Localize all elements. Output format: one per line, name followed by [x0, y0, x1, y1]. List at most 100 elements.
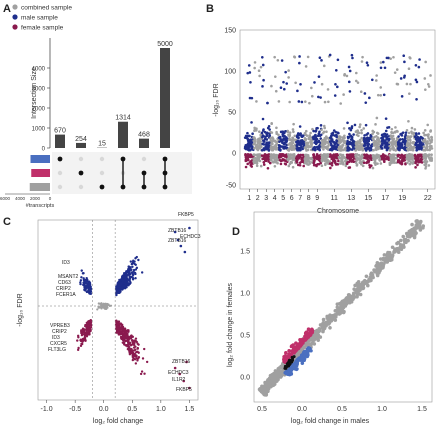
point	[366, 136, 369, 140]
points	[243, 53, 434, 170]
point	[306, 148, 310, 152]
point	[356, 140, 359, 143]
point	[296, 157, 299, 161]
point	[408, 138, 412, 141]
point	[275, 142, 278, 145]
point	[130, 262, 134, 266]
point	[351, 56, 354, 60]
point	[188, 226, 191, 230]
point	[427, 137, 431, 140]
point	[352, 160, 355, 164]
point	[371, 166, 375, 170]
point	[244, 165, 248, 169]
point	[419, 219, 423, 224]
point	[377, 145, 381, 149]
point	[359, 143, 363, 147]
point	[252, 136, 255, 139]
point	[117, 281, 121, 284]
point	[388, 137, 391, 141]
point	[79, 279, 83, 282]
points	[76, 226, 191, 390]
point	[284, 371, 289, 376]
point	[285, 143, 289, 147]
point	[134, 268, 138, 271]
point	[274, 371, 279, 376]
point	[315, 153, 319, 156]
point	[265, 132, 268, 136]
point	[349, 153, 353, 157]
point	[425, 146, 429, 150]
point	[348, 166, 352, 169]
point	[397, 160, 400, 164]
point	[274, 89, 278, 93]
point	[313, 134, 317, 138]
point	[330, 132, 334, 136]
point	[287, 348, 291, 353]
point	[288, 100, 291, 104]
point	[297, 133, 301, 137]
point	[393, 156, 396, 160]
point	[132, 341, 136, 345]
point	[412, 132, 415, 135]
point	[310, 144, 313, 148]
point	[285, 82, 289, 85]
point	[317, 162, 321, 166]
point	[359, 159, 362, 162]
point	[308, 134, 311, 137]
point	[299, 140, 303, 144]
point	[355, 163, 359, 166]
point	[326, 88, 330, 91]
point	[315, 164, 318, 168]
point	[424, 157, 428, 161]
point	[266, 166, 270, 170]
point	[323, 138, 327, 142]
point	[291, 165, 295, 169]
point	[304, 65, 308, 68]
point	[366, 145, 370, 148]
point	[286, 129, 290, 133]
point	[320, 146, 324, 149]
point	[375, 273, 380, 278]
panel-d-letter: D	[232, 226, 240, 238]
set-size-tick: 0	[49, 196, 52, 201]
point	[338, 139, 341, 142]
bar-value-label: 468	[138, 132, 150, 139]
legend-label: female sample	[21, 25, 64, 32]
point	[365, 161, 368, 165]
point	[81, 342, 84, 346]
tick-label: 9	[315, 195, 319, 202]
point	[317, 133, 321, 137]
point	[136, 359, 139, 362]
point	[283, 357, 287, 361]
point	[424, 153, 428, 157]
point	[317, 75, 321, 78]
point	[354, 79, 358, 83]
point	[256, 157, 259, 161]
point	[411, 147, 415, 151]
point	[265, 134, 269, 138]
tick-label: 6	[290, 195, 294, 202]
point	[126, 344, 129, 348]
point	[284, 365, 288, 369]
point	[273, 139, 277, 143]
y-ticks: 0 1000 2000 3000 4000	[32, 66, 50, 152]
point	[407, 131, 411, 135]
point	[312, 155, 316, 159]
point	[262, 78, 265, 82]
point	[283, 142, 286, 145]
point	[426, 133, 430, 136]
point	[291, 136, 294, 140]
point	[255, 153, 259, 156]
tick-label: 3	[264, 195, 268, 202]
point	[348, 159, 352, 162]
point	[134, 263, 137, 266]
point	[387, 156, 390, 159]
point	[119, 282, 123, 286]
point	[372, 130, 376, 134]
point	[415, 97, 418, 101]
point	[415, 144, 419, 148]
point	[427, 153, 431, 157]
point	[249, 164, 253, 167]
point	[123, 341, 126, 344]
point	[410, 126, 414, 130]
